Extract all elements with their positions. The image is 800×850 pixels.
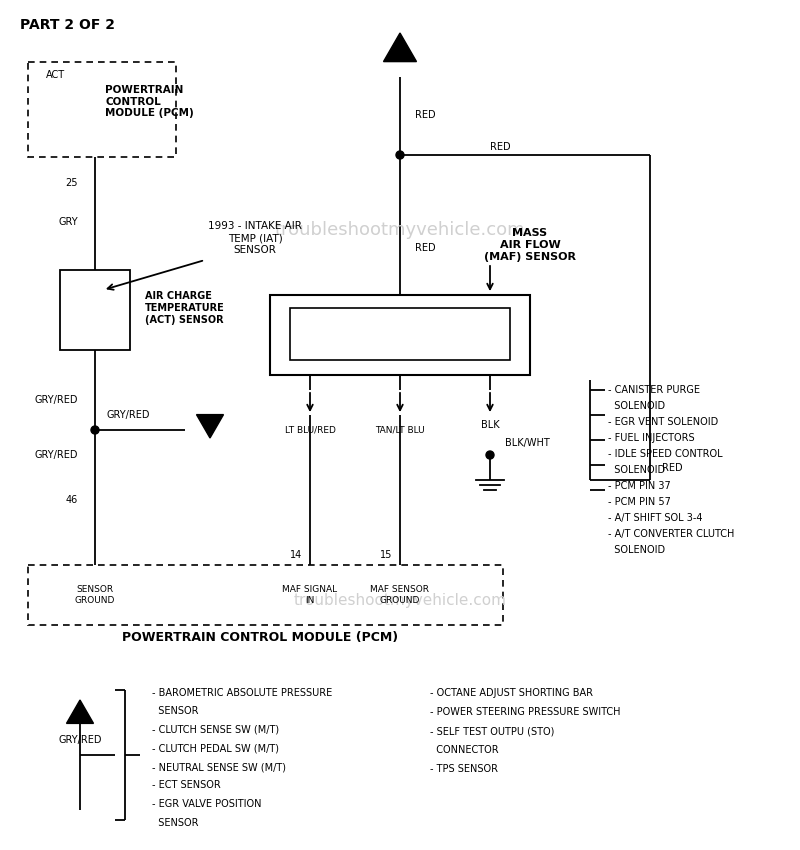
Text: RED: RED	[415, 243, 436, 253]
Text: GRY/RED: GRY/RED	[58, 735, 102, 745]
Text: 25: 25	[66, 178, 78, 188]
FancyBboxPatch shape	[28, 565, 503, 625]
Text: - CLUTCH SENSE SW (M/T): - CLUTCH SENSE SW (M/T)	[152, 725, 279, 735]
Text: C: C	[76, 709, 84, 718]
Text: ACT: ACT	[46, 70, 65, 80]
Text: LT BLU/RED: LT BLU/RED	[285, 426, 335, 434]
Text: - EGR VALVE POSITION: - EGR VALVE POSITION	[152, 799, 262, 809]
Text: - NEUTRAL SENSE SW (M/T): - NEUTRAL SENSE SW (M/T)	[152, 762, 286, 772]
Text: AIR CHARGE
TEMPERATURE
(ACT) SENSOR: AIR CHARGE TEMPERATURE (ACT) SENSOR	[145, 292, 225, 325]
Text: SENSOR
GROUND: SENSOR GROUND	[75, 586, 115, 604]
Text: SENSOR: SENSOR	[152, 706, 198, 717]
Circle shape	[91, 426, 99, 434]
Bar	[290, 308, 510, 360]
Circle shape	[396, 151, 404, 159]
Circle shape	[486, 451, 494, 459]
Text: 14: 14	[290, 550, 302, 560]
Text: - TPS SENSOR: - TPS SENSOR	[430, 764, 498, 774]
Text: SOLENOID: SOLENOID	[608, 465, 665, 475]
Text: BLK: BLK	[481, 420, 499, 430]
Text: - A/T SHIFT SOL 3-4: - A/T SHIFT SOL 3-4	[608, 513, 702, 523]
Text: A: A	[395, 43, 405, 56]
Text: - A/T CONVERTER CLUTCH: - A/T CONVERTER CLUTCH	[608, 529, 734, 539]
Bar	[270, 295, 530, 375]
Text: GRY/RED: GRY/RED	[34, 395, 78, 405]
Text: MAF SENSOR
GROUND: MAF SENSOR GROUND	[370, 586, 430, 604]
Text: - CANISTER PURGE: - CANISTER PURGE	[608, 385, 700, 395]
Text: BLK/WHT: BLK/WHT	[505, 438, 550, 448]
Text: - EGR VENT SOLENOID: - EGR VENT SOLENOID	[608, 417, 718, 427]
Text: C: C	[206, 420, 214, 429]
Text: TAN/LT BLU: TAN/LT BLU	[375, 426, 425, 434]
Text: - SELF TEST OUTPU (STO): - SELF TEST OUTPU (STO)	[430, 726, 554, 736]
Text: RED: RED	[662, 463, 682, 473]
Text: - PCM PIN 57: - PCM PIN 57	[608, 497, 671, 507]
Text: MAF SIGNAL
IN: MAF SIGNAL IN	[282, 586, 338, 604]
Text: SOLENOID: SOLENOID	[608, 545, 665, 555]
Text: troubleshootmyvehicle.com: troubleshootmyvehicle.com	[294, 592, 506, 608]
FancyBboxPatch shape	[28, 62, 176, 157]
Text: GRY/RED: GRY/RED	[106, 410, 150, 420]
Text: 15: 15	[380, 550, 392, 560]
Text: - BAROMETRIC ABSOLUTE PRESSURE: - BAROMETRIC ABSOLUTE PRESSURE	[152, 688, 332, 698]
Text: GRY: GRY	[58, 217, 78, 227]
Text: RED: RED	[415, 110, 436, 120]
Text: - IDLE SPEED CONTROL: - IDLE SPEED CONTROL	[608, 449, 722, 459]
Text: SOLENOID: SOLENOID	[608, 401, 665, 411]
Text: - FUEL INJECTORS: - FUEL INJECTORS	[608, 433, 694, 443]
Bar	[60, 270, 130, 350]
Polygon shape	[383, 33, 417, 61]
Text: - POWER STEERING PRESSURE SWITCH: - POWER STEERING PRESSURE SWITCH	[430, 707, 621, 717]
Text: troubleshootmyvehicle.com: troubleshootmyvehicle.com	[274, 221, 526, 239]
Text: CONNECTOR: CONNECTOR	[430, 745, 498, 755]
Text: - ECT SENSOR: - ECT SENSOR	[152, 780, 221, 791]
Text: RED: RED	[490, 142, 510, 152]
Text: PART 2 OF 2: PART 2 OF 2	[20, 18, 115, 32]
Text: 46: 46	[66, 495, 78, 505]
Polygon shape	[66, 700, 94, 723]
Text: MASS
AIR FLOW
(MAF) SENSOR: MASS AIR FLOW (MAF) SENSOR	[484, 229, 576, 262]
Text: - CLUTCH PEDAL SW (M/T): - CLUTCH PEDAL SW (M/T)	[152, 744, 279, 753]
Text: POWERTRAIN
CONTROL
MODULE (PCM): POWERTRAIN CONTROL MODULE (PCM)	[105, 85, 194, 118]
Text: POWERTRAIN CONTROL MODULE (PCM): POWERTRAIN CONTROL MODULE (PCM)	[122, 632, 398, 644]
Text: - OCTANE ADJUST SHORTING BAR: - OCTANE ADJUST SHORTING BAR	[430, 688, 593, 698]
Text: SENSOR: SENSOR	[152, 818, 198, 828]
Text: 1993 - INTAKE AIR
TEMP (IAT)
SENSOR: 1993 - INTAKE AIR TEMP (IAT) SENSOR	[208, 221, 302, 255]
Text: GRY/RED: GRY/RED	[34, 450, 78, 460]
Text: - PCM PIN 37: - PCM PIN 37	[608, 481, 670, 491]
Polygon shape	[197, 415, 223, 438]
